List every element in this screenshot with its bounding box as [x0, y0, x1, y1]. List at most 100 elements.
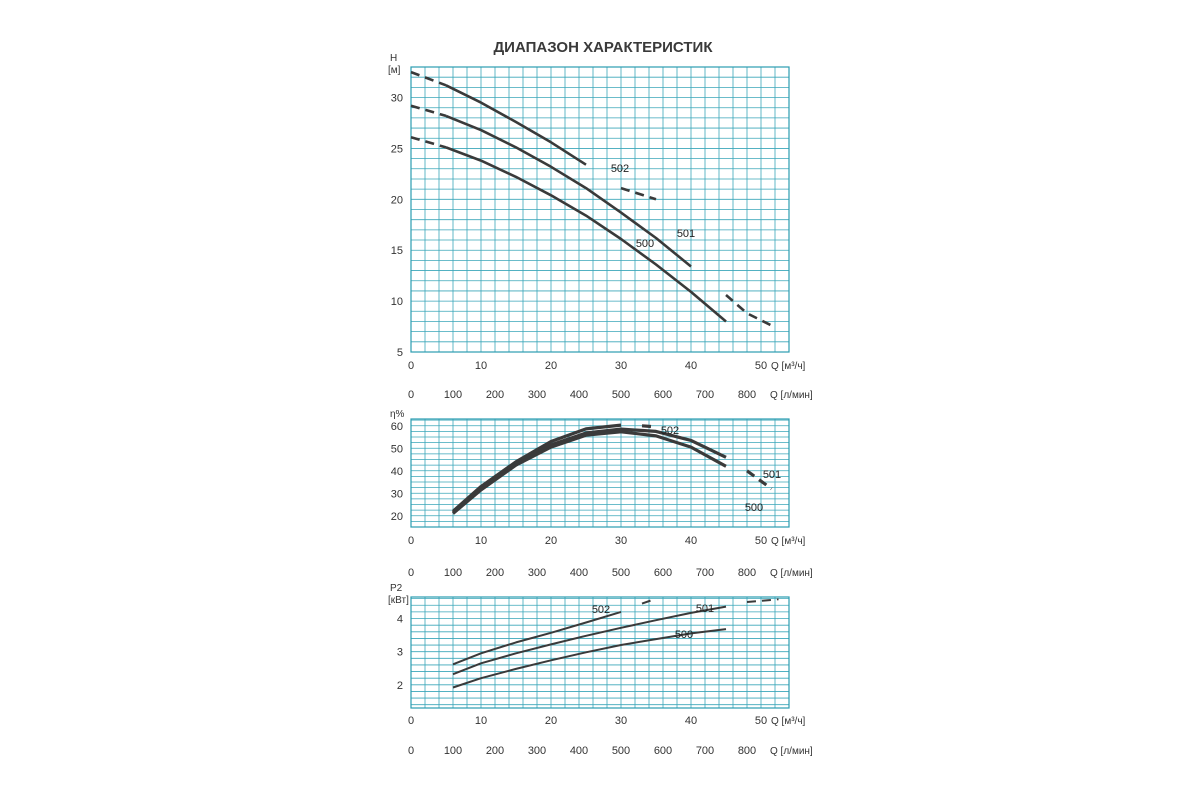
x-tick-label-m3h: 10	[475, 360, 487, 372]
y-tick-label: 40	[391, 466, 403, 478]
curve-label: 501	[696, 603, 714, 615]
curve-line	[445, 84, 587, 166]
x-axis-unit-m3h: Q [м³/ч]	[771, 361, 806, 372]
x-tick-label-m3h: 0	[408, 535, 414, 547]
x-tick-label-lmin: 800	[738, 389, 756, 401]
x-tick-label-lmin: 100	[444, 389, 462, 401]
curve-lead-dashed	[410, 70, 447, 87]
y-tick-label: 2	[397, 680, 403, 692]
curve-label: 500	[675, 629, 693, 641]
series-502	[410, 70, 657, 201]
x-tick-label-lmin: 400	[570, 745, 588, 757]
x-tick-label-lmin: 700	[696, 567, 714, 579]
y-tick-label: 4	[397, 614, 403, 626]
x-tick-label-lmin: 800	[738, 745, 756, 757]
curve-tail-dashed	[746, 598, 779, 603]
plot-frame	[410, 596, 790, 709]
x-tick-label-lmin: 300	[528, 389, 546, 401]
x-tick-label-lmin: 100	[444, 567, 462, 579]
x-tick-label-m3h: 40	[685, 360, 697, 372]
y-axis-unit: [кВт]	[388, 595, 409, 606]
x-tick-label-lmin: 200	[486, 567, 504, 579]
curve-label: 502	[611, 163, 629, 175]
y-axis-unit: [м]	[388, 65, 401, 76]
x-axis-unit-lmin: Q [л/мин]	[770, 390, 813, 401]
curve-line	[445, 146, 727, 323]
x-tick-label-m3h: 20	[545, 535, 557, 547]
x-tick-label-lmin: 600	[654, 389, 672, 401]
curve-lead-dashed	[410, 104, 447, 118]
curve-tail-dashed	[725, 294, 773, 327]
curve-tail-dashed	[641, 424, 657, 429]
x-tick-label-lmin: 100	[444, 745, 462, 757]
plot-frame	[410, 418, 790, 528]
horizontal-gridlines	[411, 598, 789, 706]
curve-tail-dashed	[746, 469, 773, 491]
x-tick-label-m3h: 30	[615, 360, 627, 372]
figure-title: ДИАПАЗОН ХАРАКТЕРИСТИК	[494, 39, 714, 56]
x-tick-label-m3h: 10	[475, 535, 487, 547]
y-axis-label: H	[390, 53, 397, 64]
panel-power: 2 3 4 P2[кВт] 0 10 20 30 40 50 Q [м³/ч] 0 100 200 300 4…	[388, 583, 813, 757]
curve-tail-dashed	[641, 597, 657, 605]
y-tick-label: 30	[391, 488, 403, 500]
x-axis-unit-m3h: Q [м³/ч]	[771, 716, 806, 727]
y-tick-label: 20	[391, 511, 403, 523]
vertical-gridlines	[410, 597, 790, 708]
x-tick-label-m3h: 40	[685, 535, 697, 547]
horizontal-gridlines	[411, 66, 789, 353]
curve-label: 502	[592, 604, 610, 616]
series-502	[452, 597, 657, 666]
curve-lead-dashed	[410, 135, 447, 149]
x-axis-unit-m3h: Q [м³/ч]	[771, 536, 806, 547]
plot-frame	[410, 66, 790, 353]
series-501	[410, 104, 773, 327]
x-axis-unit-lmin: Q [л/мин]	[770, 746, 813, 757]
curve-line	[452, 628, 727, 689]
x-tick-label-lmin: 500	[612, 389, 630, 401]
y-tick-label: 30	[391, 93, 403, 105]
series-501	[452, 598, 779, 676]
x-tick-label-m3h: 50	[755, 715, 767, 727]
y-axis-label: η%	[390, 409, 405, 420]
y-tick-label: 10	[391, 296, 403, 308]
x-tick-label-m3h: 30	[615, 535, 627, 547]
x-tick-label-m3h: 50	[755, 535, 767, 547]
curve-label: 500	[745, 502, 763, 514]
x-tick-label-lmin: 500	[612, 745, 630, 757]
x-tick-label-m3h: 30	[615, 715, 627, 727]
x-tick-label-lmin: 600	[654, 745, 672, 757]
curve-label: 501	[763, 469, 781, 481]
x-tick-label-lmin: 300	[528, 745, 546, 757]
curve-line	[451, 423, 622, 513]
x-tick-label-lmin: 500	[612, 567, 630, 579]
y-tick-label: 25	[391, 143, 403, 155]
curve-line	[445, 114, 692, 268]
y-tick-label: 3	[397, 647, 403, 659]
x-tick-label-lmin: 700	[696, 389, 714, 401]
series-500	[410, 135, 727, 323]
x-tick-label-m3h: 20	[545, 715, 557, 727]
x-tick-label-lmin: 300	[528, 567, 546, 579]
y-tick-label: 50	[391, 443, 403, 455]
curve-line	[451, 430, 727, 515]
series-500	[451, 430, 727, 515]
x-tick-label-m3h: 0	[408, 360, 414, 372]
x-tick-label-m3h: 0	[408, 715, 414, 727]
x-tick-label-lmin: 0	[408, 567, 414, 579]
y-tick-label: 15	[391, 245, 403, 257]
x-tick-label-lmin: 400	[570, 389, 588, 401]
x-tick-label-m3h: 50	[755, 360, 767, 372]
x-tick-label-m3h: 20	[545, 360, 557, 372]
x-tick-label-lmin: 200	[486, 389, 504, 401]
y-tick-label: 5	[397, 347, 403, 359]
panel-efficiency: 20 30 40 50 60η% 0 10 20 30 40 50 Q [м³/ч] 0 100 200 30…	[390, 409, 813, 579]
curve-label: 502	[661, 425, 679, 437]
x-tick-label-m3h: 10	[475, 715, 487, 727]
curve-label: 501	[677, 228, 695, 240]
y-tick-label: 60	[391, 421, 403, 433]
x-tick-label-lmin: 200	[486, 745, 504, 757]
series-502	[451, 423, 657, 513]
y-tick-label: 20	[391, 194, 403, 206]
